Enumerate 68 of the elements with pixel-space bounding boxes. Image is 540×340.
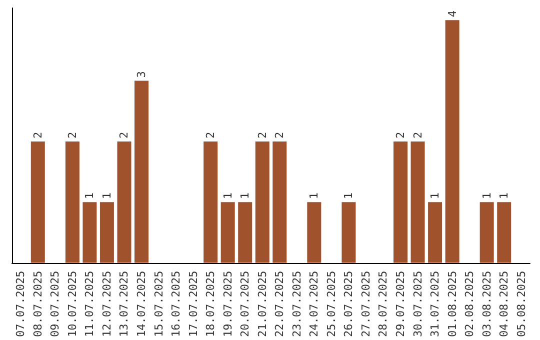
data-label: 2 [273, 132, 286, 138]
x-tick-label: 02.08.2025 [463, 270, 476, 338]
x-tick-label: 25.07.2025 [324, 270, 338, 338]
bar [428, 202, 442, 263]
data-label: 1 [428, 192, 442, 200]
bar [272, 141, 287, 263]
data-label: 1 [498, 192, 511, 200]
data-label: 1 [238, 192, 252, 200]
x-tick-label: 23.07.2025 [290, 270, 304, 338]
data-label: 2 [256, 132, 269, 138]
x-tick-label: 28.07.2025 [376, 270, 390, 338]
x-tick-label: 15.07.2025 [152, 270, 166, 338]
x-tick-label: 08.07.2025 [31, 270, 44, 338]
data-label: 1 [83, 192, 96, 200]
bar [134, 80, 148, 263]
data-label: 1 [342, 192, 356, 200]
bar [410, 141, 425, 263]
bar [342, 202, 356, 263]
x-tick-label: 17.07.2025 [186, 270, 200, 338]
x-tick-label: 07.07.2025 [14, 270, 28, 338]
bar [307, 202, 322, 263]
x-tick-label: 11.07.2025 [83, 270, 96, 338]
data-label: 3 [135, 71, 148, 78]
x-tick-label: 03.08.2025 [480, 270, 494, 338]
data-label: 1 [308, 192, 321, 200]
bar [497, 202, 512, 263]
data-label: 1 [221, 192, 234, 200]
x-tick-label: 09.07.2025 [48, 270, 62, 338]
data-label: 2 [31, 132, 44, 138]
data-label: 4 [446, 10, 459, 18]
x-tick-label: 30.07.2025 [411, 270, 424, 338]
x-tick-label: 10.07.2025 [66, 270, 79, 338]
bar [117, 141, 132, 263]
bar [238, 202, 252, 263]
bar [204, 141, 218, 263]
x-tick-label: 27.07.2025 [359, 270, 372, 338]
data-label: 1 [480, 192, 494, 200]
x-tick-label: 26.07.2025 [342, 270, 356, 338]
data-label: 2 [411, 132, 424, 138]
x-tick-label: 16.07.2025 [170, 270, 183, 338]
x-tick-label: 13.07.2025 [118, 270, 131, 338]
data-label: 2 [66, 132, 79, 138]
x-tick-label: 01.08.2025 [446, 270, 459, 338]
x-tick-label: 22.07.2025 [273, 270, 286, 338]
x-tick-label: 31.07.2025 [428, 270, 442, 338]
data-label: 1 [100, 192, 114, 200]
bar [445, 20, 460, 263]
bar [100, 202, 114, 263]
data-label: 2 [118, 132, 131, 138]
data-label: 2 [394, 132, 407, 138]
bar [480, 202, 494, 263]
x-tick-label: 24.07.2025 [308, 270, 321, 338]
x-tick-label: 18.07.2025 [204, 270, 218, 338]
bar [82, 202, 97, 263]
bar [30, 141, 45, 263]
bar [65, 141, 80, 263]
bar [255, 141, 270, 263]
x-tick-label: 12.07.2025 [100, 270, 114, 338]
bar [220, 202, 235, 263]
x-tick-label: 21.07.2025 [256, 270, 269, 338]
x-tick-label: 04.08.2025 [498, 270, 511, 338]
x-tick-label: 14.07.2025 [135, 270, 148, 338]
data-label: 2 [204, 132, 218, 138]
x-tick-label: 20.07.2025 [238, 270, 252, 338]
x-tick-label: 05.08.2025 [514, 270, 528, 338]
x-tick-label: 19.07.2025 [221, 270, 234, 338]
x-tick-label: 29.07.2025 [394, 270, 407, 338]
bar [394, 141, 408, 263]
